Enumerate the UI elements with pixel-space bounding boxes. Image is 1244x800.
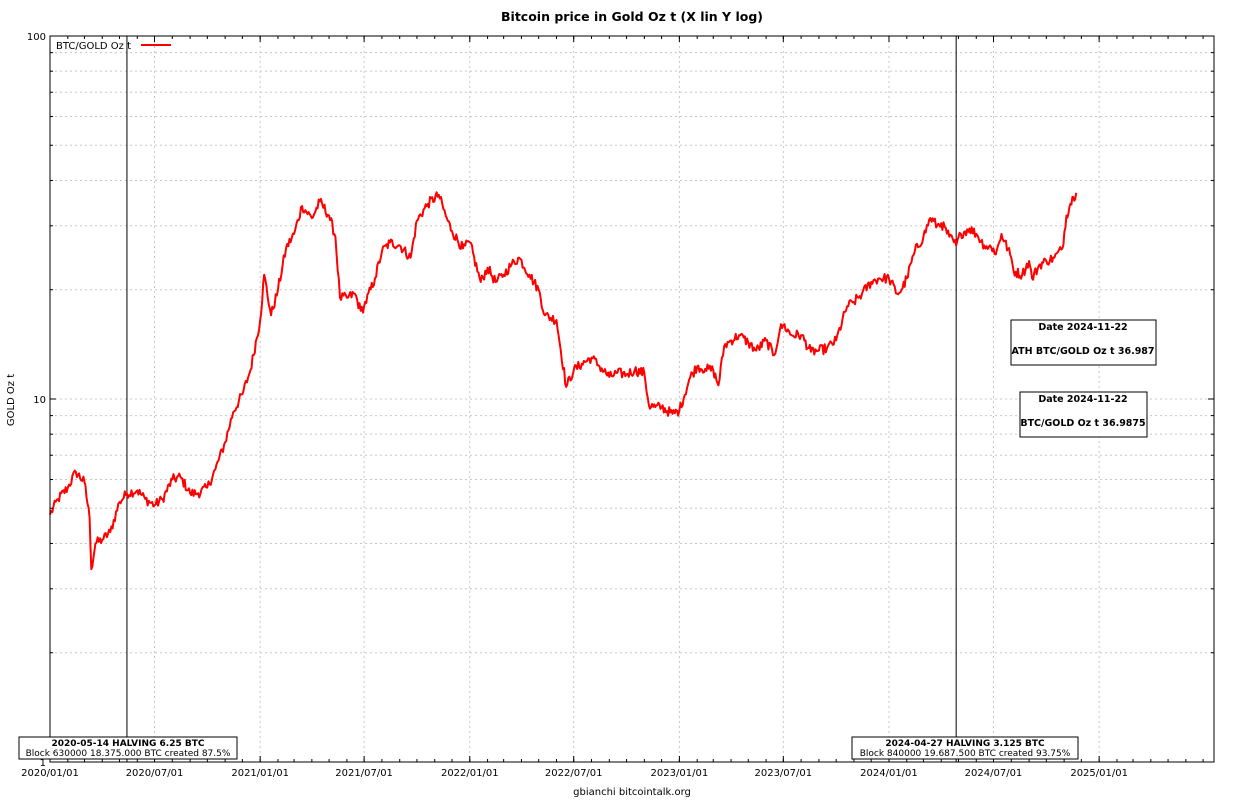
halving-label-2024-title: 2024-04-27 HALVING 3.125 BTC [885, 739, 1045, 749]
y-axis-label: GOLD Oz t [6, 374, 17, 426]
halving-lines [126, 36, 957, 762]
halving-label-2020-detail: Block 630000 18.375.000 BTC created 87.5… [26, 749, 231, 759]
x-tick-label: 2021/07/01 [335, 768, 393, 779]
series-layer [49, 191, 1078, 571]
halving-label-2024-frame [851, 736, 1079, 760]
y-tick-label: 1 [40, 758, 46, 769]
legend: BTC/GOLD Oz t [56, 41, 171, 52]
info-box-ath-frame [1010, 319, 1157, 366]
halving-label-2020-frame [18, 736, 238, 760]
info-box-current: Date 2024-11-22 BTC/GOLD Oz t 36.9875 [1019, 391, 1148, 438]
x-tick-label: 2023/07/01 [754, 768, 812, 779]
x-tick-label: 2024/01/01 [860, 768, 918, 779]
halving-label-2024-detail: Block 840000 19.687.500 BTC created 93.7… [860, 749, 1071, 759]
halving-label-2020: 2020-05-14 HALVING 6.25 BTC Block 630000… [18, 736, 238, 760]
x-tick-label: 2020/07/01 [126, 768, 184, 779]
halving-label-2020-title: 2020-05-14 HALVING 6.25 BTC [51, 739, 204, 749]
x-tick-label: 2021/01/01 [231, 768, 289, 779]
x-tick-label: 2024/07/01 [965, 768, 1023, 779]
chart-footer: gbianchi bitcointalk.org [573, 787, 691, 798]
info-box-ath-value: ATH BTC/GOLD Oz t 36.987 [1011, 346, 1154, 357]
info-box-ath: Date 2024-11-22 ATH BTC/GOLD Oz t 36.987 [1010, 319, 1157, 366]
info-box-ath-date: Date 2024-11-22 [1038, 322, 1127, 333]
info-box-current-frame [1019, 391, 1148, 438]
x-tick-label: 2022/07/01 [545, 768, 603, 779]
x-tick-label: 2020/01/01 [21, 768, 79, 779]
series-line-btc-gold [49, 191, 1078, 571]
legend-label: BTC/GOLD Oz t [56, 41, 131, 52]
halving-label-2024: 2024-04-27 HALVING 3.125 BTC Block 84000… [851, 736, 1079, 760]
x-tick-label: 2022/01/01 [441, 768, 499, 779]
y-tick-label: 10 [33, 395, 46, 406]
x-tick-label: 2025/01/01 [1070, 768, 1128, 779]
x-tick-label: 2023/01/01 [651, 768, 709, 779]
info-box-current-value: BTC/GOLD Oz t 36.9875 [1020, 418, 1145, 429]
y-tick-label: 100 [27, 32, 46, 43]
info-box-current-date: Date 2024-11-22 [1038, 394, 1127, 405]
chart-title: Bitcoin price in Gold Oz t (X lin Y log) [501, 9, 763, 24]
